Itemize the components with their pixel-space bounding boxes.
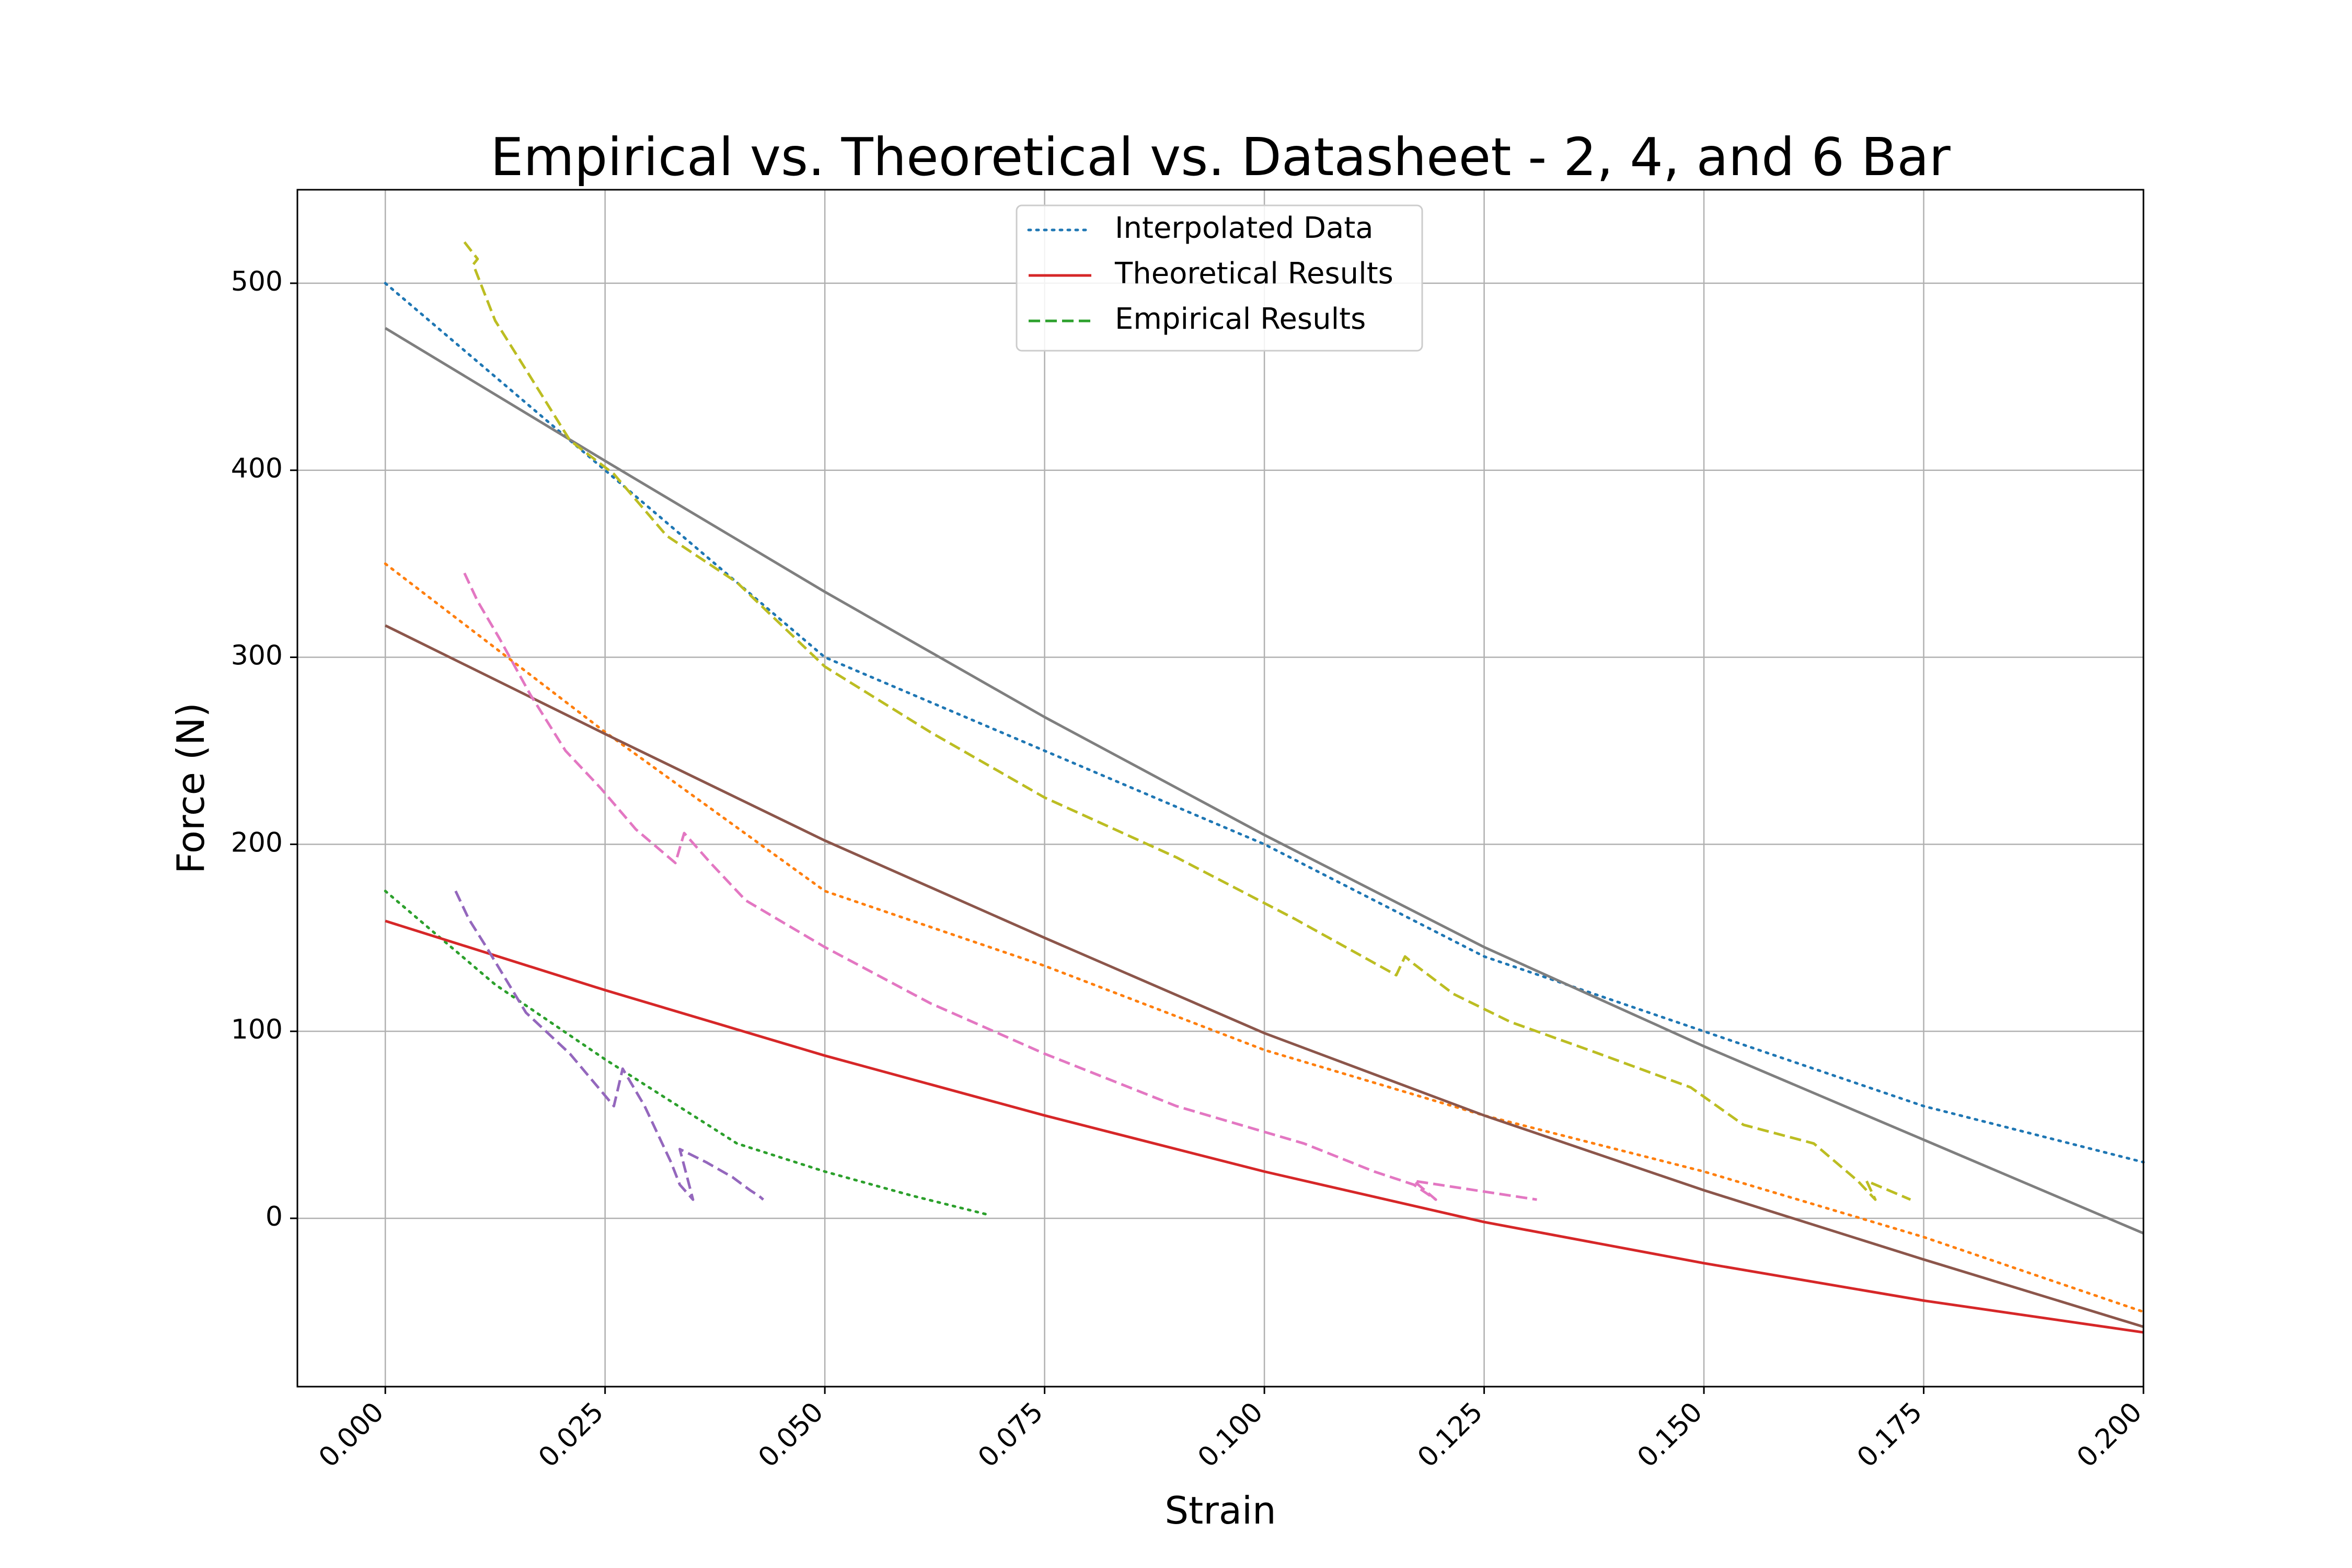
y-tick-label: 400 (231, 453, 283, 485)
plot-frame (296, 189, 2145, 1388)
y-tick-label: 0 (266, 1201, 283, 1232)
y-axis-title: Force (N) (169, 702, 213, 874)
series-line-2 (384, 562, 2145, 1313)
x-axis-title: Strain (1165, 1489, 1276, 1532)
legend: Interpolated Data Theoretical Results Empi… (1016, 204, 1423, 352)
series-line-4 (385, 919, 2144, 1334)
series-line-6 (385, 624, 2144, 1328)
series-line-5 (454, 890, 765, 1201)
y-tick-label: 500 (231, 266, 283, 297)
series-line-7 (463, 572, 1537, 1201)
legend-label: Empirical Results (1115, 302, 1366, 336)
legend-label: Theoretical Results (1114, 257, 1393, 291)
series-group (384, 241, 2145, 1334)
chart-title: Empirical vs. Theoretical vs. Datasheet … (490, 126, 1951, 188)
series-line-8 (384, 327, 2144, 1235)
series-line-9 (463, 241, 1911, 1201)
legend-label: Interpolated Data (1115, 211, 1374, 245)
legend-box (1016, 204, 1423, 352)
series-line-3 (384, 890, 989, 1216)
y-tick-label: 200 (231, 827, 283, 858)
y-tick-label: 100 (231, 1014, 283, 1045)
y-tick-label: 300 (231, 640, 283, 672)
series-line-1 (384, 282, 2145, 1164)
